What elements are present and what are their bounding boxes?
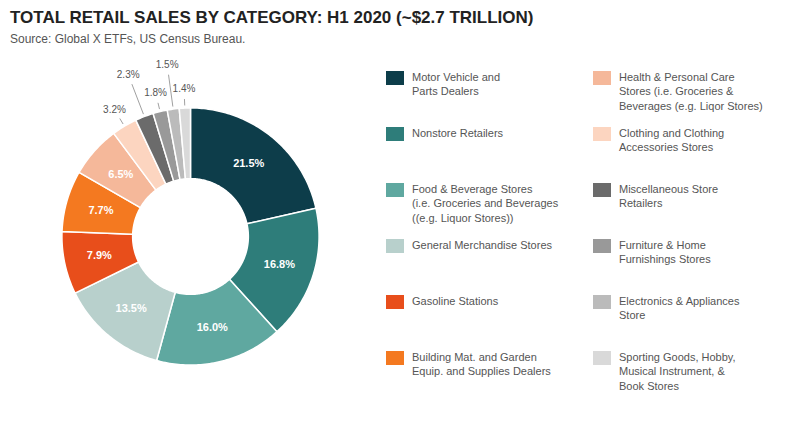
svg-text:6.5%: 6.5%: [108, 168, 133, 180]
html-text:Health & Personal Care Stores: Health & Personal Care Stores (i.e. Groc…: [619, 71, 763, 112]
html-text:Nonstore Retailers: Nonstore Retailers: [412, 127, 504, 139]
html-text:Source: Global X ETFs, US Cens: Source: Global X ETFs, US Census Bureau.: [10, 32, 246, 46]
html-text:Motor Vehicle and Parts Dealer: Motor Vehicle and Parts Dealers: [412, 71, 501, 98]
svg-text:13.5%: 13.5%: [116, 302, 147, 314]
html-text:Building Mat. and Garden Equip: Building Mat. and Garden Equip. and Supp…: [412, 351, 551, 378]
svg-text:16.0%: 16.0%: [197, 321, 228, 333]
svg-text:21.5%: 21.5%: [233, 157, 264, 169]
html-text:Electronics & Appliances Store: Electronics & Appliances Store: [619, 295, 740, 322]
svg-text:3.2%: 3.2%: [103, 104, 126, 115]
svg-text:1.8%: 1.8%: [144, 87, 167, 98]
svg-text:2.3%: 2.3%: [117, 69, 140, 80]
html-text:Sporting Goods, Hobby, Musical: Sporting Goods, Hobby, Musical Instrumen…: [619, 351, 736, 392]
svg-text:7.7%: 7.7%: [88, 204, 113, 216]
svg-text:1.5%: 1.5%: [156, 59, 179, 70]
svg-text:16.8%: 16.8%: [264, 258, 295, 270]
html-text:Food & Beverage Stores (i.e. G: Food & Beverage Stores (i.e. Groceries a…: [412, 183, 559, 224]
html-text:TOTAL RETAIL SALES BY CATEGORY: TOTAL RETAIL SALES BY CATEGORY: H1 2020 …: [10, 8, 534, 27]
html-text:Gasoline Stations: Gasoline Stations: [412, 295, 499, 307]
html-text:Miscellaneous Store Retailers: Miscellaneous Store Retailers: [619, 183, 719, 210]
svg-text:1.4%: 1.4%: [173, 83, 196, 94]
svg-text:7.9%: 7.9%: [87, 249, 112, 261]
html-text:Furniture & Home Furnishings S: Furniture & Home Furnishings Stores: [619, 239, 711, 266]
html-text:General Merchandise Stores: General Merchandise Stores: [412, 239, 552, 251]
html-text:Clothing and Clothing Accessor: Clothing and Clothing Accessories Stores: [619, 127, 725, 154]
